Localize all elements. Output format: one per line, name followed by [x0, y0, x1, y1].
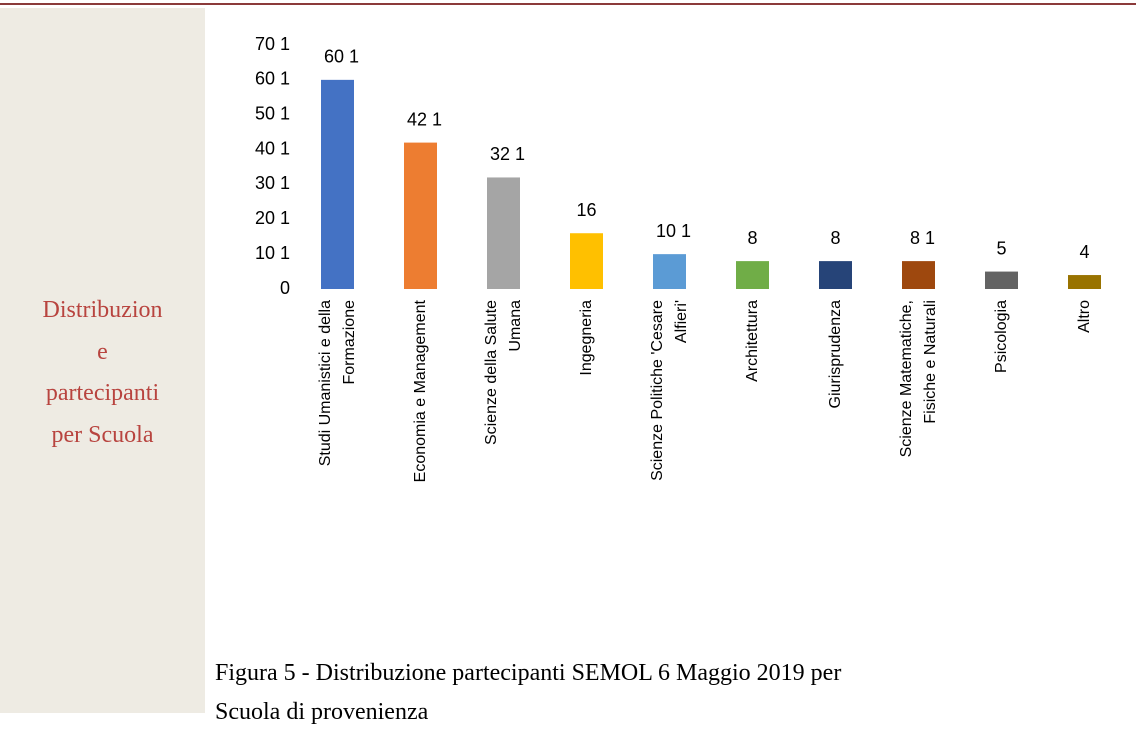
x-tick-label: Ingegneria [577, 300, 595, 376]
bar [570, 233, 603, 289]
data-label: 32 1 [490, 144, 525, 164]
x-tick-label: Architettura [743, 300, 761, 382]
data-label: 10 1 [656, 221, 691, 241]
x-tick-label: Altro [1075, 300, 1093, 333]
x-tick-label: Economia e Management [411, 300, 429, 483]
sidebar-line: per Scuola [51, 421, 154, 448]
bar [653, 254, 686, 289]
bar [1068, 275, 1101, 289]
y-tick-label: 50 1 [255, 103, 290, 123]
bar [487, 177, 520, 289]
caption-line: Figura 5 - Distribuzione partecipanti SE… [215, 660, 842, 686]
bar [736, 261, 769, 289]
data-label: 60 1 [324, 47, 359, 67]
y-tick-label: 70 1 [255, 34, 290, 54]
y-tick-label: 10 1 [255, 243, 290, 263]
chart: 0 10 1 20 1 30 1 40 1 50 1 60 1 70 1 60 1 42 1 32 … [255, 34, 1101, 298]
data-label: 42 1 [407, 109, 442, 129]
bar [404, 142, 437, 289]
sidebar-title: Distribuzion e partecipanti per Scuola [0, 290, 205, 456]
bar [902, 261, 935, 289]
top-rule [0, 3, 1136, 5]
x-tick-label: Psicologia [992, 300, 1010, 373]
page: Distribuzion e partecipanti per Scuola 0 10 … [0, 3, 1136, 725]
bar [321, 79, 354, 289]
sidebar-line: e [97, 338, 108, 365]
bar [819, 261, 852, 289]
x-tick-label: Scienze della Salute Umana [482, 300, 524, 445]
sidebar: Distribuzion e partecipanti per Scuola [0, 8, 205, 713]
sidebar-line: partecipanti [45, 380, 160, 406]
sidebar-line: Distribuzion [42, 297, 163, 323]
bar [985, 271, 1018, 289]
y-tick-label: 20 1 [255, 208, 290, 228]
x-tick-label: Scienze Matematiche, Fisiche e Naturali [897, 300, 939, 458]
data-label: 8 [747, 228, 757, 248]
x-tick-label: Studi Umanistici e della Formazione [316, 300, 358, 467]
data-label: 8 1 [910, 228, 935, 248]
y-tick-label: 60 1 [255, 69, 290, 89]
y-tick-label: 0 [280, 278, 290, 298]
x-tick-label: Giurisprudenza [826, 300, 844, 409]
y-tick-label: 30 1 [255, 173, 290, 193]
y-tick-label: 40 1 [255, 138, 290, 158]
data-label: 5 [996, 238, 1006, 258]
x-tick-label: Scienze Politiche 'Cesare Alfieri' [648, 300, 690, 481]
data-label: 4 [1079, 242, 1089, 262]
data-label: 8 [830, 228, 840, 248]
caption: Figura 5 - Distribuzione partecipanti SE… [215, 654, 841, 732]
data-label: 16 [576, 200, 596, 220]
